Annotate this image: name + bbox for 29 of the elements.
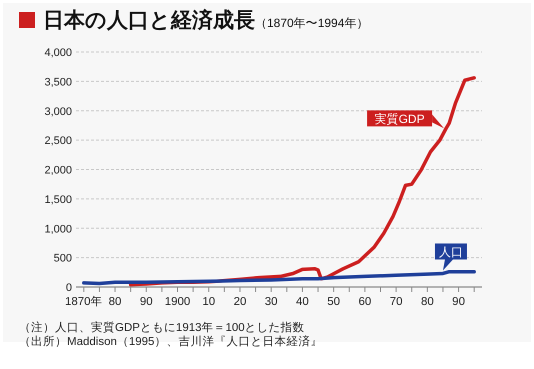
series-label: 人口 [438,244,463,259]
x-tick-label: 50 [327,296,340,308]
y-tick-label: 500 [54,252,72,265]
x-tick-label: 20 [234,296,246,308]
x-tick-label: 30 [264,296,278,308]
y-tick-label: 2,500 [44,135,72,148]
y-tick-label: 0 [66,282,72,294]
chart-title: 日本の人口と経済成長 [43,8,255,32]
x-tick-label: 70 [390,296,403,308]
text: （注）人口、実質GDPともに1913年＝100とした指数 [19,320,305,334]
text: （出所）Maddison（1995）、吉川洋『人口と日本経済』 [19,334,322,348]
legend-label: 実質GDP [374,112,425,126]
y-tick-label: 3,000 [44,106,72,118]
x-tick-label: 40 [296,296,309,308]
y-tick-label: 3,500 [44,76,72,88]
y-tick-label: 1,500 [44,194,72,206]
x-tick-label: 90 [140,296,153,308]
x-tick-label: 1900 [164,296,190,308]
x-tick-label: 60 [358,296,372,308]
line-series [82,270,476,286]
x-tick-label: 10 [202,296,216,308]
x-tick-label: 1870年 [65,295,103,308]
x-tick-label: 80 [108,296,122,308]
x-tick-label: 90 [452,296,465,308]
chart-subtitle: （1870年〜1994年） [255,16,368,30]
y-tick-label: 4,000 [44,47,72,59]
y-tick-label: 2,000 [44,164,72,176]
x-tick-label: 80 [420,296,434,308]
y-tick-label: 1,000 [44,223,72,236]
